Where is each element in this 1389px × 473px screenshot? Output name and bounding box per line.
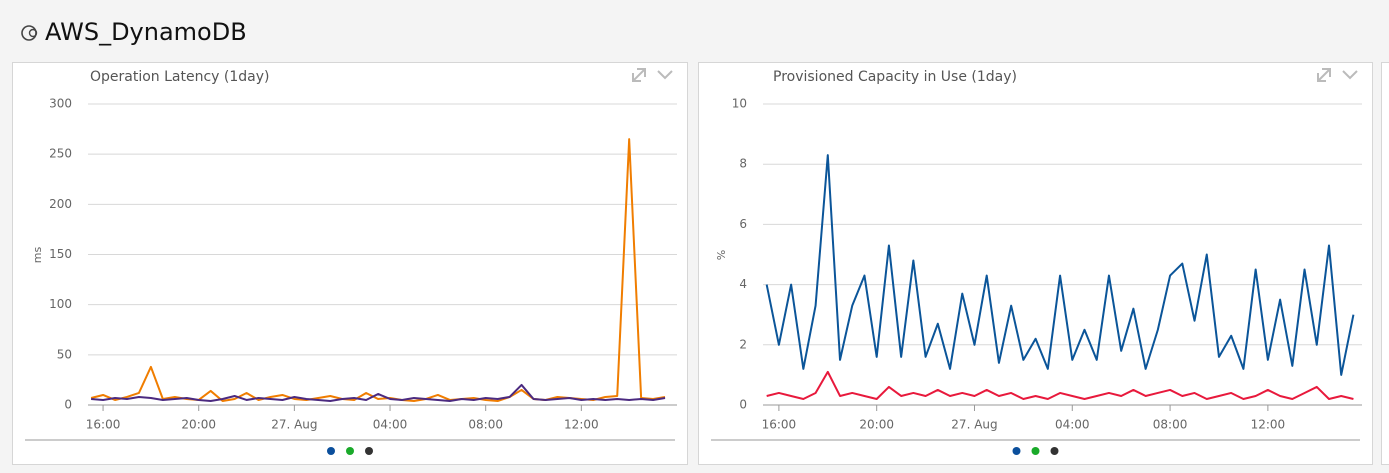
x-tick-label: 04:00 (1055, 418, 1090, 432)
legend-dot[interactable] (1031, 447, 1040, 455)
menu-chevron[interactable] (1342, 70, 1358, 80)
panel (698, 62, 1373, 465)
series-line (766, 370, 1354, 400)
chart-title: Provisioned Capacity in Use (1day) (773, 69, 1017, 85)
y-tick-label: 300 (49, 97, 72, 111)
y-axis-label: % (715, 250, 728, 260)
x-tick-label: 16:00 (86, 418, 121, 432)
y-tick-label: 250 (49, 147, 72, 161)
menu-chevron[interactable] (657, 70, 673, 80)
panel-edge (1381, 62, 1389, 465)
dashboard-title: AWS_DynamoDB (45, 18, 247, 46)
y-tick-label: 6 (739, 217, 747, 231)
y-tick-label: 100 (49, 297, 72, 311)
y-tick-label: 8 (739, 157, 747, 171)
x-tick-label: 27. Aug (271, 418, 317, 432)
x-tick-label: 12:00 (1251, 418, 1286, 432)
legend-dot[interactable] (346, 447, 354, 455)
y-tick-label: 50 (57, 347, 72, 361)
x-tick-label: 08:00 (468, 418, 503, 432)
x-tick-label: 16:00 (762, 418, 797, 432)
y-tick-label: 0 (64, 398, 72, 412)
series-line (91, 383, 666, 402)
y-tick-label: 0 (739, 398, 747, 412)
x-tick-label: 27. Aug (951, 418, 997, 432)
legend-dot[interactable] (327, 447, 335, 455)
chart-title: Operation Latency (1day) (90, 69, 270, 85)
expand-icon[interactable] (632, 68, 646, 82)
header-icon-inner (28, 28, 38, 38)
series-line (765, 154, 1355, 376)
x-tick-label: 20:00 (859, 418, 894, 432)
y-tick-label: 10 (732, 97, 747, 111)
legend-dot[interactable] (1050, 447, 1059, 455)
y-axis-label: ms (31, 247, 44, 264)
header-bar (0, 0, 1389, 55)
legend-dot[interactable] (365, 447, 373, 455)
legend-dot[interactable] (1012, 447, 1021, 455)
y-tick-label: 200 (49, 197, 72, 211)
y-tick-label: 2 (739, 337, 747, 351)
x-tick-label: 08:00 (1153, 418, 1188, 432)
x-tick-label: 12:00 (564, 418, 599, 432)
panel (12, 62, 688, 465)
y-tick-label: 4 (739, 277, 747, 291)
x-tick-label: 20:00 (181, 418, 216, 432)
x-tick-label: 04:00 (373, 418, 408, 432)
expand-icon[interactable] (1317, 68, 1331, 82)
y-tick-label: 150 (49, 247, 72, 261)
